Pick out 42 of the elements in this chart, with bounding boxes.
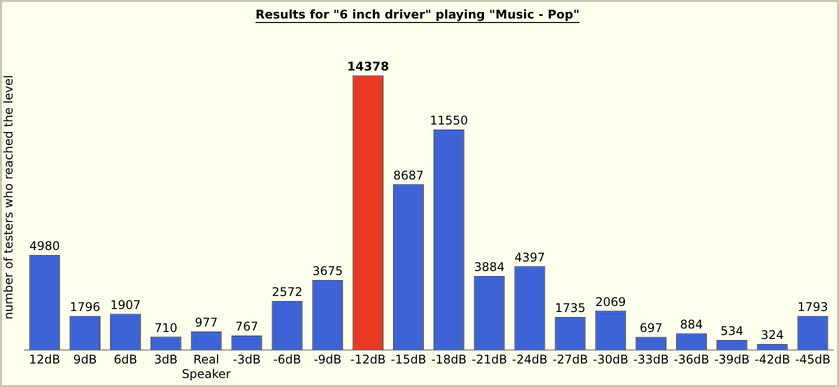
data-label: 1735: [554, 301, 586, 316]
x-tick-label: -15dB: [390, 352, 426, 367]
x-tick-label: -6dB: [273, 352, 302, 367]
data-label: 3884: [474, 260, 505, 274]
data-label: 14378: [347, 60, 389, 74]
data-label: 324: [760, 328, 784, 342]
x-tick-label: -36dB: [674, 352, 710, 367]
x-tick-label: -3dB: [232, 352, 261, 367]
data-label: 977: [194, 316, 218, 330]
data-label: 4397: [514, 250, 546, 264]
data-label: 534: [720, 324, 744, 338]
x-tick-label: 6dB: [114, 352, 138, 367]
x-tick-label: -39dB: [714, 352, 750, 367]
x-tick-label: -30dB: [592, 352, 628, 367]
data-label: 8687: [393, 168, 424, 182]
x-tick-label: -18dB: [431, 352, 467, 367]
chart-title: Results for "6 inch driver" playing "Music - Pop": [256, 7, 580, 22]
data-label: 2572: [272, 285, 302, 300]
x-tick-label: -21dB: [472, 352, 508, 367]
data-label: 884: [680, 317, 703, 332]
x-tick-label: -24dB: [512, 352, 548, 367]
data-label: 3675: [312, 264, 343, 278]
x-tick-label: 3dB: [154, 352, 178, 367]
data-label: 4980: [29, 239, 60, 254]
x-tick-label: 12dB: [29, 352, 60, 367]
x-tick-label: 9dB: [73, 352, 97, 367]
x-tick-label: -33dB: [633, 352, 669, 367]
x-tick-label: -12dB: [350, 352, 386, 367]
data-label: 1796: [70, 300, 100, 314]
data-label: 1793: [798, 300, 828, 314]
data-label: 710: [154, 320, 178, 335]
data-label: 697: [640, 321, 663, 336]
x-tick-label: Real Speaker: [182, 352, 231, 381]
data-label: 767: [235, 320, 258, 334]
y-axis-title: number of testers who reached the level: [1, 75, 16, 320]
x-tick-label: -27dB: [552, 352, 588, 367]
x-tick-label: -45dB: [795, 352, 831, 367]
data-label: 1907: [110, 298, 141, 312]
x-tick-label: -9dB: [314, 352, 342, 367]
x-tick-label: -42dB: [754, 352, 790, 367]
data-label: 11550: [430, 114, 468, 128]
data-label: 2069: [595, 294, 626, 309]
